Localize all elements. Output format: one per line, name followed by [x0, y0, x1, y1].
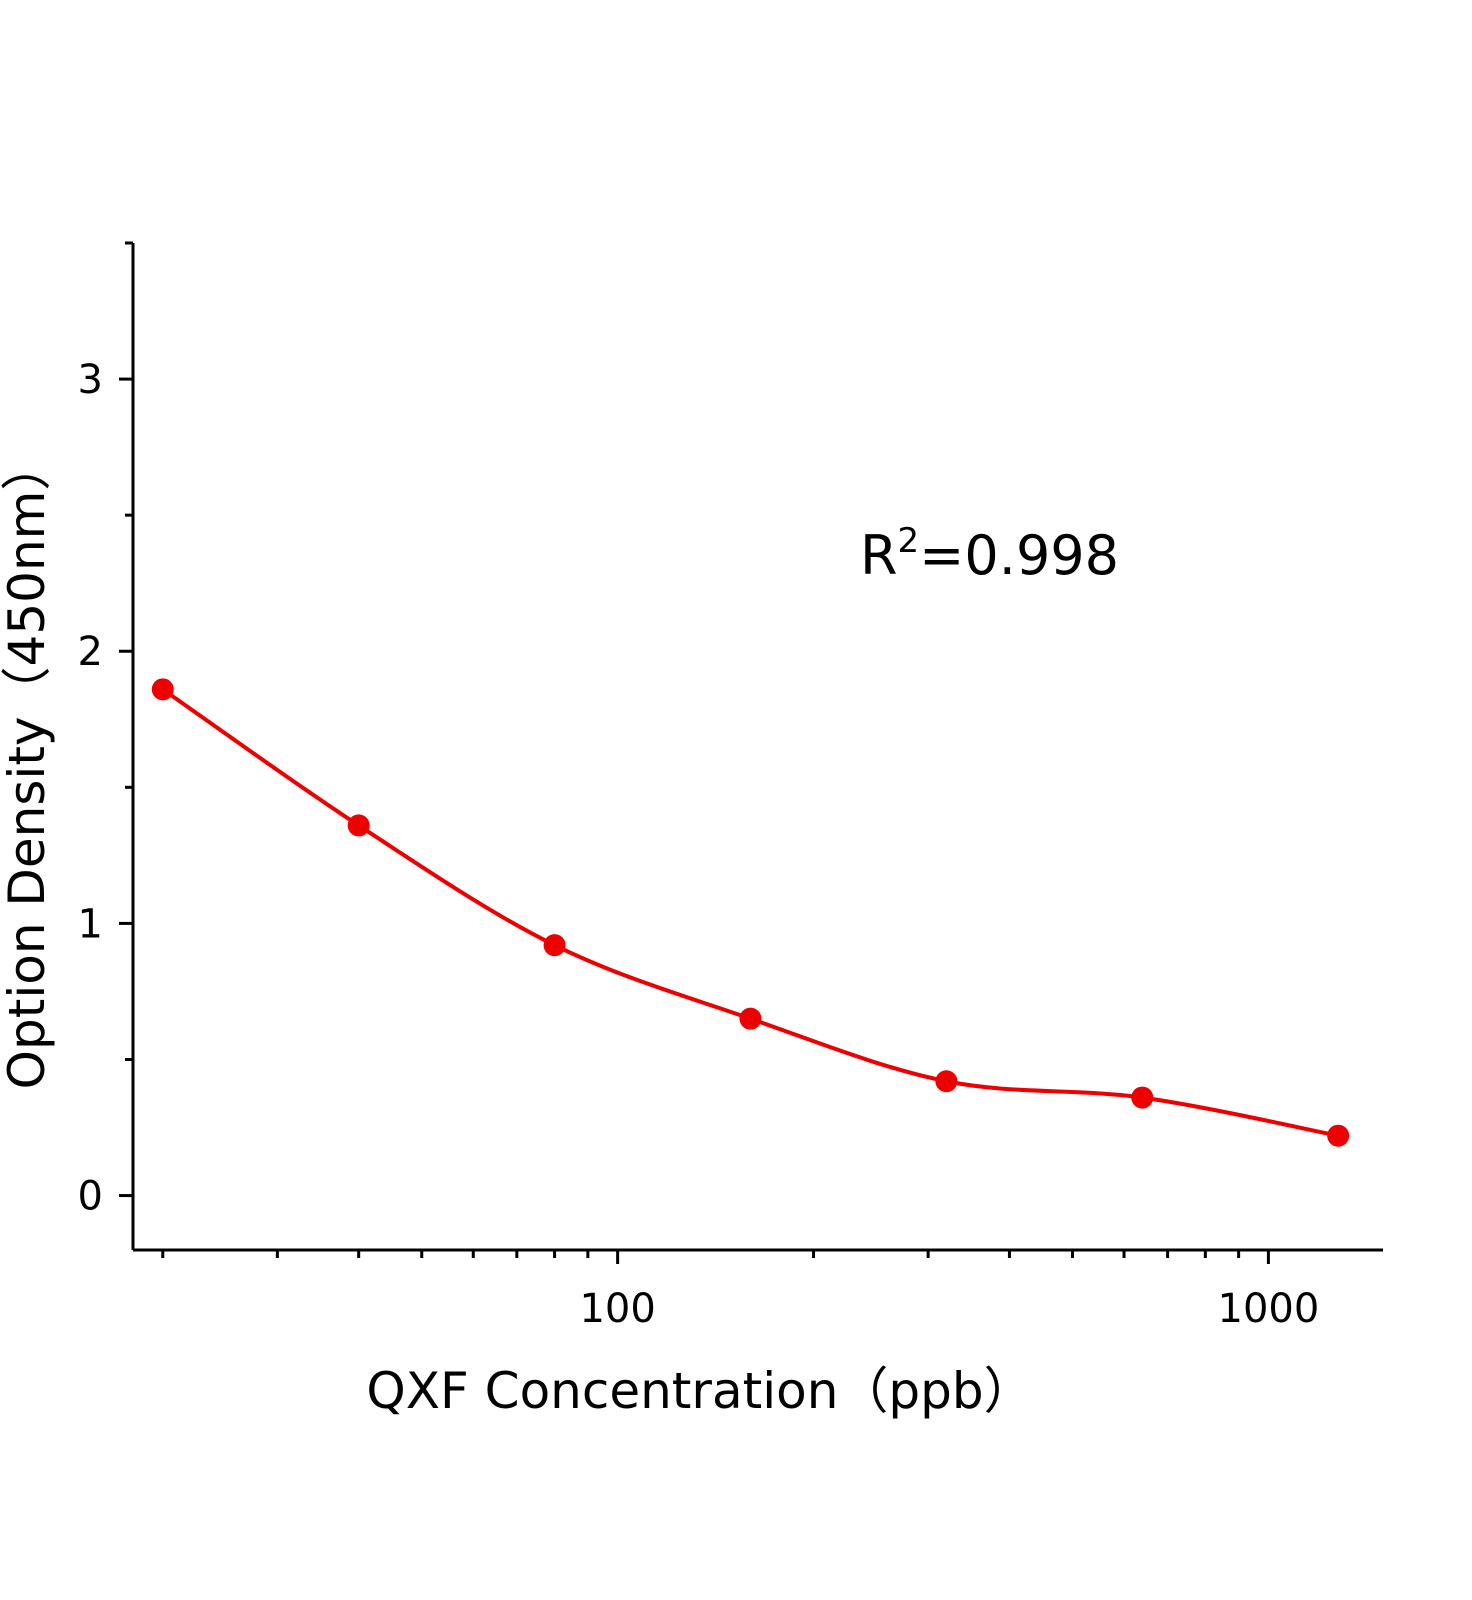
data-point — [543, 934, 566, 957]
y-tick-label: 0 — [78, 1174, 103, 1220]
axes: 0 1 2 3 100 1000 — [78, 241, 1383, 1332]
data-point — [1131, 1086, 1154, 1109]
marks — [151, 678, 1350, 1147]
data-point — [1327, 1124, 1350, 1147]
y-tick-label: 3 — [78, 357, 103, 403]
y-tick-label: 2 — [78, 629, 103, 675]
x-axis-title: QXF Concentration（ppb） — [366, 1362, 1033, 1420]
data-point — [739, 1007, 762, 1030]
fit-curve — [161, 687, 1339, 1138]
data-point — [347, 814, 370, 837]
y-tick-label: 1 — [78, 901, 103, 947]
r-squared-annotation: R2=0.998 — [860, 521, 1119, 587]
data-point — [151, 678, 174, 701]
data-point — [935, 1070, 958, 1093]
y-axis-title: Option Density（450nm） — [0, 441, 56, 1090]
x-tick-label: 100 — [579, 1286, 655, 1332]
x-tick-label: 1000 — [1218, 1286, 1320, 1332]
